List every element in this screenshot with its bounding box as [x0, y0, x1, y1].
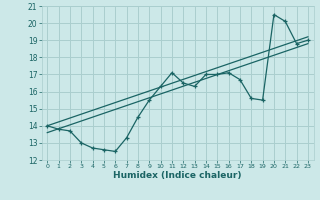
X-axis label: Humidex (Indice chaleur): Humidex (Indice chaleur) — [113, 171, 242, 180]
